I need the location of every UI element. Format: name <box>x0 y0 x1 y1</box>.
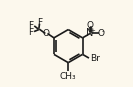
Text: +: + <box>89 28 95 34</box>
Text: N: N <box>86 29 94 38</box>
Text: Br: Br <box>90 54 100 63</box>
Text: CH₃: CH₃ <box>60 72 77 81</box>
Text: O: O <box>87 21 94 30</box>
Text: F: F <box>28 21 33 30</box>
Text: O: O <box>97 29 104 38</box>
Text: -: - <box>101 29 104 35</box>
Text: F: F <box>37 18 42 27</box>
Text: O: O <box>43 29 50 38</box>
Text: F: F <box>28 28 33 37</box>
